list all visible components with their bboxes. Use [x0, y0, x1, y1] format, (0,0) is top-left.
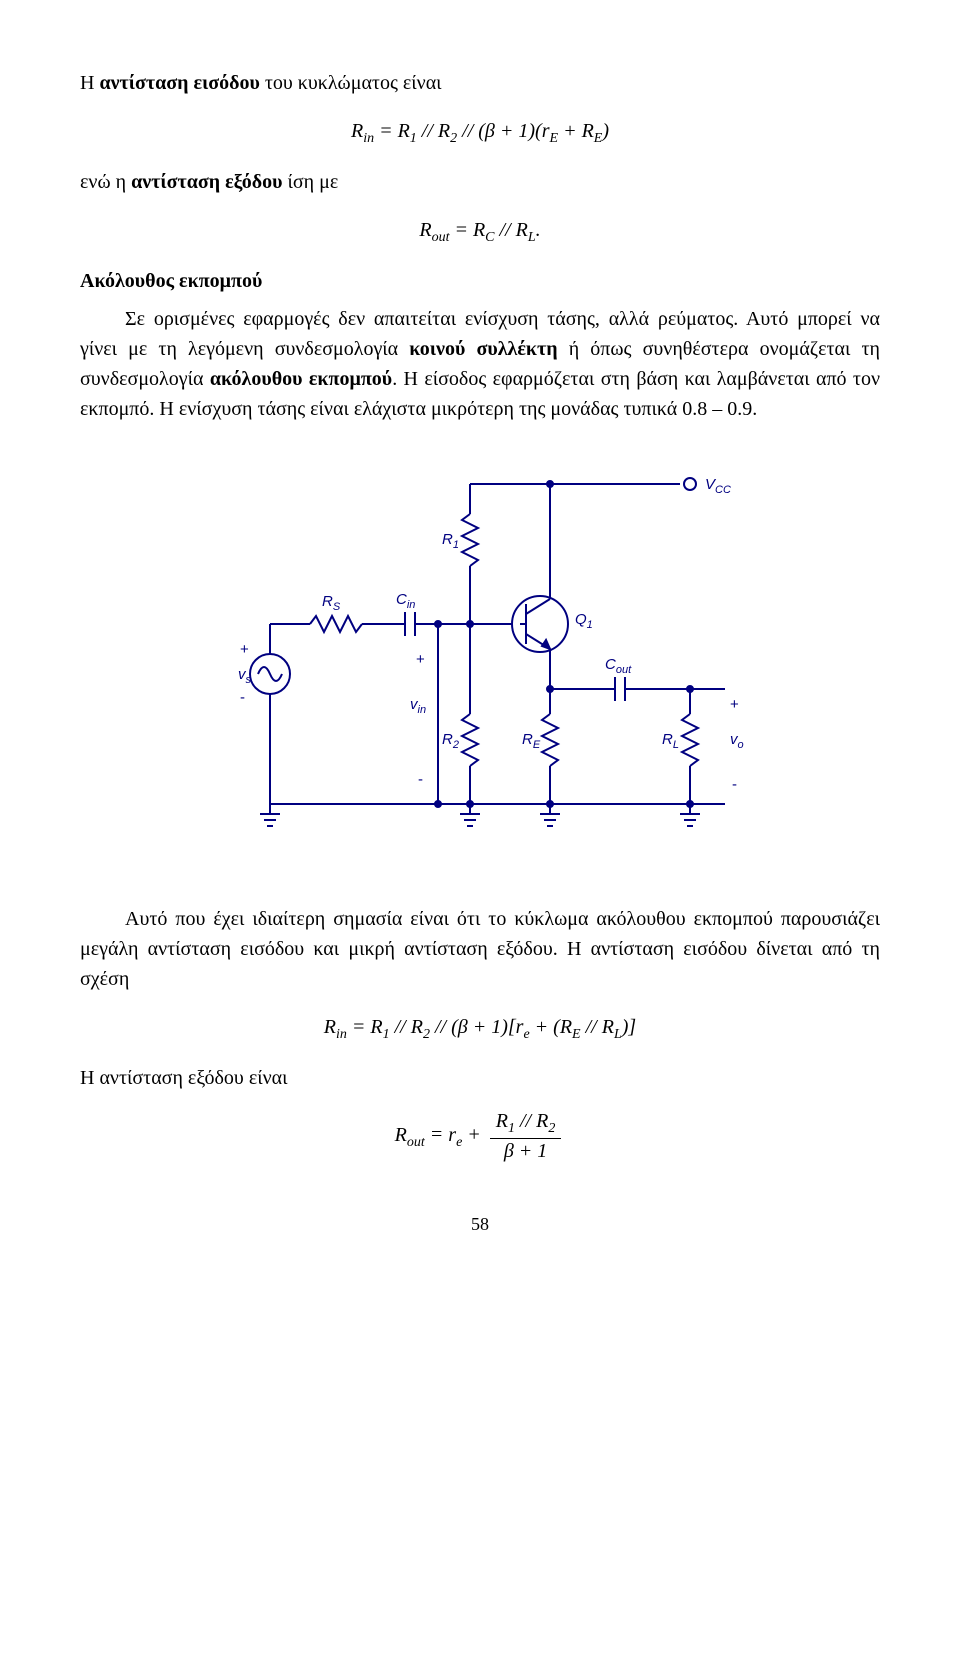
- page-number: 58: [80, 1211, 880, 1238]
- input-resistance-line: Η αντίσταση εισόδου του κυκλώματος είναι: [80, 68, 880, 98]
- label-re: RE: [522, 731, 541, 751]
- output-resistance-line: ενώ η αντίσταση εξόδου ίση με: [80, 167, 880, 197]
- label-vs: vs: [238, 666, 252, 686]
- after-diagram-paragraph: Αυτό που έχει ιδιαίτερη σημασία είναι ότ…: [80, 904, 880, 994]
- label-cout: Cout: [605, 656, 632, 676]
- label-r1: R1: [442, 531, 459, 551]
- bold-emitter-follower: ακόλουθου εκπομπού: [210, 368, 392, 390]
- label-cin: Cin: [396, 591, 415, 611]
- bold-term-input: αντίσταση εισόδου: [99, 72, 259, 94]
- text: ίση με: [282, 171, 338, 193]
- label-plus-vs: +: [240, 641, 249, 658]
- label-rs: RS: [322, 593, 341, 613]
- bold-common-collector: κοινού συλλέκτη: [409, 338, 557, 360]
- formula-rin-2: Rin = R1 // R2 // (β + 1)[re + (RE // RL…: [80, 1012, 880, 1045]
- formula-rout-1: Rout = RC // RL.: [80, 215, 880, 248]
- text: ενώ η: [80, 171, 131, 193]
- output-resistance-label: Η αντίσταση εξόδου είναι: [80, 1063, 880, 1093]
- label-vo: vo: [730, 731, 744, 751]
- label-plus-vin: +: [416, 651, 425, 668]
- formula-rout-2: Rout = re + R1 // R2 β + 1: [80, 1111, 880, 1161]
- label-minus-vs: -: [240, 689, 245, 706]
- emitter-follower-paragraph: Σε ορισμένες εφαρμογές δεν απαιτείται εν…: [80, 304, 880, 424]
- label-minus-vo: -: [732, 776, 737, 793]
- circuit-diagram: VCC R1 RS Cin + vs - + vin - R2 RE Q1 Co…: [80, 454, 880, 864]
- label-plus-vo: +: [730, 696, 739, 713]
- text: Η: [80, 72, 99, 94]
- formula-rin-1: Rin = R1 // R2 // (β + 1)(rE + RE): [80, 116, 880, 149]
- label-vcc: VCC: [705, 476, 731, 496]
- label-vin: vin: [410, 696, 426, 716]
- label-r2: R2: [442, 731, 459, 751]
- text: του κυκλώματος είναι: [260, 72, 442, 94]
- label-minus-vin: -: [418, 771, 423, 788]
- label-q1: Q1: [575, 611, 593, 631]
- bold-term-output: αντίσταση εξόδου: [131, 171, 282, 193]
- emitter-follower-heading: Ακόλουθος εκπομπού: [80, 266, 880, 296]
- label-rl: RL: [662, 731, 679, 751]
